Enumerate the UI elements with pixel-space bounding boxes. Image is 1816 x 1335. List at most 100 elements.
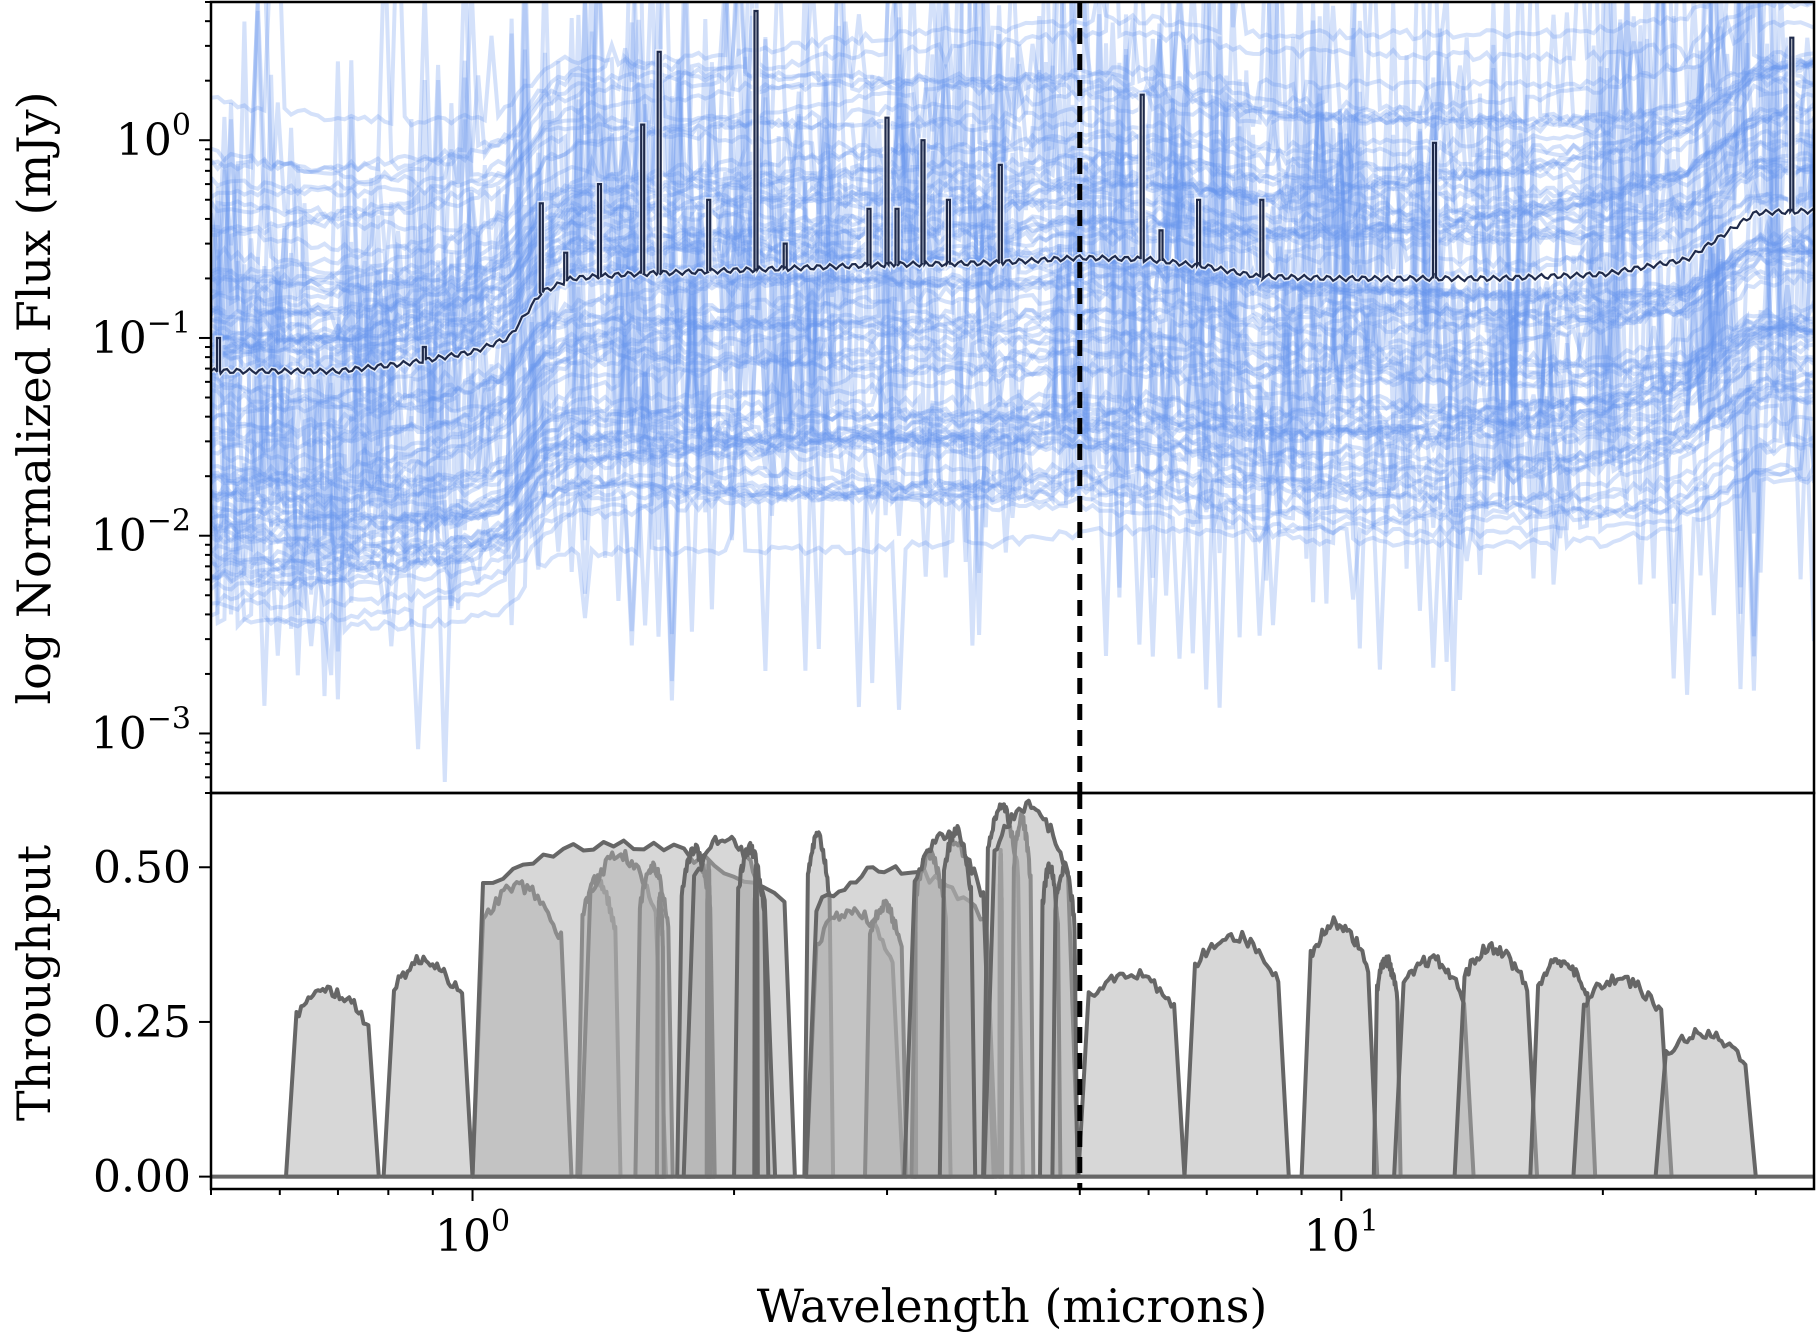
spectrum-line: [211, 136, 1814, 603]
spectrum-line: [211, 14, 1814, 554]
spectrum-line: [211, 2, 1814, 434]
spectrum-line: [211, 186, 1814, 656]
spectrum-line: [211, 199, 1814, 635]
spectrum-line: [211, 2, 1814, 452]
spectrum-line: [211, 2, 1814, 562]
spectrum-line: [211, 116, 1814, 783]
spectrum-line: [211, 2, 1814, 313]
filter-curves-group: [211, 798, 1814, 1179]
y-tick-label-top: 10−2: [91, 504, 191, 562]
x-axis-title: Wavelength (microns): [757, 1279, 1268, 1333]
spectrum-line: [211, 178, 1814, 656]
y-tick-label-top: 10−1: [91, 306, 191, 364]
y-tick-label-top: 100: [116, 108, 191, 166]
spectrum-line: [211, 161, 1814, 581]
filter-curve-f1500w: [1452, 941, 1540, 1179]
spectrum-line: [211, 67, 1814, 503]
spectrum-line: [211, 2, 1814, 368]
median-spectrum-line: [211, 9, 1814, 376]
spectrum-line: [211, 194, 1814, 611]
spectrum-line: [211, 2, 1814, 490]
spectrum-line: [211, 238, 1814, 668]
spectrum-line: [211, 23, 1814, 505]
top-axis-ticks: [199, 1, 211, 794]
spectrum-line: [211, 128, 1814, 595]
spectrum-line: [211, 236, 1814, 578]
spectrum-line: [211, 2, 1814, 437]
spectrum-line: [211, 82, 1814, 530]
spectrum-line: [211, 2, 1814, 424]
spectrum-line: [211, 221, 1814, 684]
spectrum-line: [211, 2, 1814, 395]
spectrum-line: [211, 181, 1814, 662]
spectrum-line: [211, 301, 1814, 600]
spectrum-line: [211, 156, 1814, 608]
filter-curve-f090w: [381, 954, 475, 1179]
spectrum-line: [211, 2, 1814, 443]
bottom-panel-frame: [209, 791, 1816, 1191]
spectrum-line: [211, 70, 1814, 700]
spectrum-line: [211, 119, 1814, 581]
spectrum-line: [211, 14, 1814, 428]
spectrum-line: [211, 145, 1814, 604]
spectrum-line: [211, 2, 1814, 330]
spectrum-line: [211, 190, 1814, 750]
y-axis-title-bottom: Throughput: [7, 844, 61, 1121]
spectrum-line: [211, 2, 1814, 514]
filter-curve-f360m: [937, 824, 978, 1179]
spectrum-line: [211, 186, 1814, 708]
filter-curve-f210m: [732, 841, 771, 1179]
filter-curve-f2550w: [1653, 1027, 1758, 1179]
filter-curve-f1130w: [1371, 954, 1403, 1179]
spectrum-line: [211, 2, 1814, 215]
x-axis-ticks: [210, 1189, 1757, 1201]
spectrum-line: [211, 230, 1814, 701]
spectrum-line: [211, 108, 1814, 603]
spectrum-line: [211, 20, 1814, 456]
y-tick-label-bottom: 0.50: [93, 842, 191, 893]
spectrum-line: [211, 259, 1814, 690]
spectrum-line: [211, 108, 1814, 579]
median-spectrum-group: [211, 8, 1814, 379]
spectrum-line: [211, 227, 1814, 585]
spectrum-line: [211, 2, 1814, 496]
filter-curve-f1000w: [1299, 915, 1380, 1179]
spectrum-line: [211, 44, 1814, 540]
spectrum-line: [211, 104, 1814, 541]
spectrum-line: [211, 97, 1814, 475]
filter-curve-f212n: [752, 863, 760, 1179]
spectrum-line: [211, 202, 1814, 649]
y-tick-label-bottom: 0.00: [93, 1152, 191, 1203]
spectrum-line: [211, 22, 1814, 439]
spectrum-line: [211, 2, 1814, 313]
spectrum-line: [211, 129, 1814, 588]
filter-curve-f070w: [284, 984, 381, 1179]
spectrum-line: [211, 2, 1814, 257]
spectrum-line: [211, 2, 1814, 297]
filter-curve-f560w: [1076, 968, 1187, 1179]
spectrum-line: [211, 225, 1814, 692]
spectrum-line: [211, 2, 1814, 449]
spectrum-line: [211, 2, 1814, 307]
y-axis-title-top: log Normalized Flux (mJy): [7, 91, 61, 704]
spectrum-line: [211, 2, 1814, 370]
spectrum-line: [211, 2, 1814, 427]
filter-curve-f2100w: [1571, 973, 1674, 1179]
spectrum-line: [211, 208, 1814, 697]
spectrum-line: [211, 259, 1814, 710]
spectra-group: [211, 2, 1814, 783]
spectrum-line: [211, 182, 1814, 690]
filter-curve-f770w: [1182, 929, 1291, 1179]
spectrum-line: [211, 36, 1814, 565]
y-tick-label-bottom: 0.25: [93, 997, 191, 1048]
spectrum-line: [211, 2, 1814, 506]
spectrum-line: [211, 87, 1814, 554]
spectrum-line: [211, 2, 1814, 527]
spectrum-line: [211, 203, 1814, 611]
spectrum-line: [211, 2, 1814, 455]
x-tick-label: 100: [435, 1204, 510, 1262]
filter-curve-f1280w: [1392, 953, 1476, 1179]
spectrum-line: [211, 236, 1814, 636]
spectrum-line: [211, 2, 1814, 510]
